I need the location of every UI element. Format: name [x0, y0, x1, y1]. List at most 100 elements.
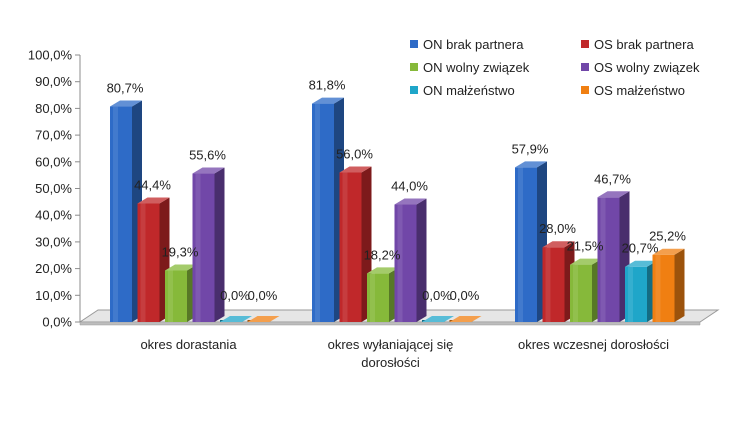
bar — [542, 241, 575, 322]
bar-highlight — [168, 270, 173, 322]
bar-top — [449, 316, 482, 322]
bar — [312, 97, 344, 323]
bar-top — [367, 267, 399, 274]
bar-top — [515, 161, 547, 168]
category-labels: okres dorastania okres wyłaniającej się do… — [140, 337, 669, 370]
bar-highlight — [628, 266, 633, 322]
data-label: 56,0% — [336, 146, 373, 161]
bar-side — [674, 248, 685, 322]
legend-label: ON brak partnera — [423, 37, 524, 52]
legend-swatch — [581, 40, 589, 48]
bar-highlight — [195, 173, 201, 322]
data-label: 44,4% — [134, 177, 171, 192]
legend-label: OS małżeństwo — [594, 83, 685, 98]
category-label-line: dorosłości — [361, 355, 420, 370]
y-tick-label: 10,0% — [35, 288, 72, 303]
bar-top — [542, 241, 575, 248]
data-labels: 80,7% 81,8% 57,9% 44,4% 56,0% 28,0% 19,3% 18,2%… — [107, 78, 687, 303]
legend-label: ON małżeństwo — [423, 83, 515, 98]
bars — [110, 97, 685, 323]
data-label: 46,7% — [594, 171, 631, 186]
bar — [192, 167, 225, 322]
bar — [137, 197, 170, 322]
bar-top — [422, 316, 454, 322]
bar — [367, 267, 399, 322]
bar-highlight — [655, 254, 661, 322]
bar — [165, 264, 197, 322]
bar-top — [597, 191, 630, 198]
bar — [515, 161, 547, 322]
bar — [570, 258, 602, 322]
legend-swatch — [581, 63, 589, 71]
bar-highlight — [545, 247, 551, 322]
category-label: okres wczesnej dorosłości — [518, 337, 669, 352]
bar-highlight — [518, 167, 523, 322]
y-tick-label: 40,0% — [35, 208, 72, 223]
bar-top — [247, 316, 280, 322]
bar-top — [570, 258, 602, 265]
legend-item: ON małżeństwo — [410, 83, 515, 98]
bar — [422, 316, 454, 322]
bar — [449, 316, 482, 322]
category-label-line: okres wczesnej dorosłości — [518, 337, 669, 352]
legend-swatch — [410, 86, 418, 94]
bar-top — [110, 100, 142, 107]
data-label: 25,2% — [649, 229, 686, 244]
data-label: 57,9% — [512, 141, 549, 156]
bar-top — [652, 248, 685, 255]
data-label: 0,0% — [220, 288, 250, 303]
data-label: 18,2% — [364, 247, 401, 262]
data-label: 55,6% — [189, 148, 226, 163]
legend: ON brak partnera OS brak partnera ON wolny… — [410, 37, 700, 98]
bar — [247, 316, 280, 322]
data-label: 44,0% — [391, 179, 428, 194]
category-label-line: okres dorastania — [140, 337, 237, 352]
bar-side — [214, 167, 225, 322]
bar-highlight — [600, 197, 606, 322]
data-label: 0,0% — [422, 288, 452, 303]
legend-swatch — [581, 86, 589, 94]
y-tick-label: 50,0% — [35, 181, 72, 196]
data-label: 80,7% — [107, 81, 144, 96]
y-tick-label: 80,0% — [35, 101, 72, 116]
legend-label: ON wolny związek — [423, 60, 530, 75]
legend-item: OS małżeństwo — [581, 83, 685, 98]
y-tick-label: 90,0% — [35, 74, 72, 89]
y-tick-label: 30,0% — [35, 234, 72, 249]
bar-top — [312, 97, 344, 104]
y-tick-label: 70,0% — [35, 128, 72, 143]
bar — [220, 316, 252, 322]
bar-highlight — [113, 106, 118, 322]
data-label: 20,7% — [622, 241, 659, 256]
legend-item: ON brak partnera — [410, 37, 524, 52]
data-label: 81,8% — [309, 78, 346, 93]
category-label: okres wyłaniającej się dorosłości — [328, 337, 454, 370]
legend-swatch — [410, 63, 418, 71]
data-label: 0,0% — [450, 288, 480, 303]
bar-top — [137, 197, 170, 204]
bar-highlight — [573, 264, 578, 322]
bar — [394, 198, 427, 322]
category-label: okres dorastania — [140, 337, 237, 352]
bar-highlight — [397, 204, 403, 322]
y-tick-label: 0,0% — [42, 315, 72, 330]
bar-top — [625, 260, 657, 267]
bar — [625, 260, 657, 322]
legend-item: ON wolny związek — [410, 60, 530, 75]
bar-top — [339, 166, 372, 173]
bar-highlight — [370, 273, 375, 322]
bar-top — [192, 167, 225, 174]
bar — [597, 191, 630, 322]
bar — [339, 166, 372, 322]
bar-highlight — [342, 172, 348, 322]
y-tick-label: 60,0% — [35, 154, 72, 169]
bar-top — [220, 316, 252, 322]
data-label: 28,0% — [539, 221, 576, 236]
data-label: 0,0% — [248, 288, 278, 303]
bar-side — [416, 198, 427, 322]
data-label: 21,5% — [567, 239, 604, 254]
y-axis: 0,0% 10,0% 20,0% 30,0% 40,0% 50,0% 60,0% 70,0% 8… — [28, 48, 81, 330]
bar-highlight — [315, 103, 320, 323]
floor-front — [79, 321, 701, 326]
